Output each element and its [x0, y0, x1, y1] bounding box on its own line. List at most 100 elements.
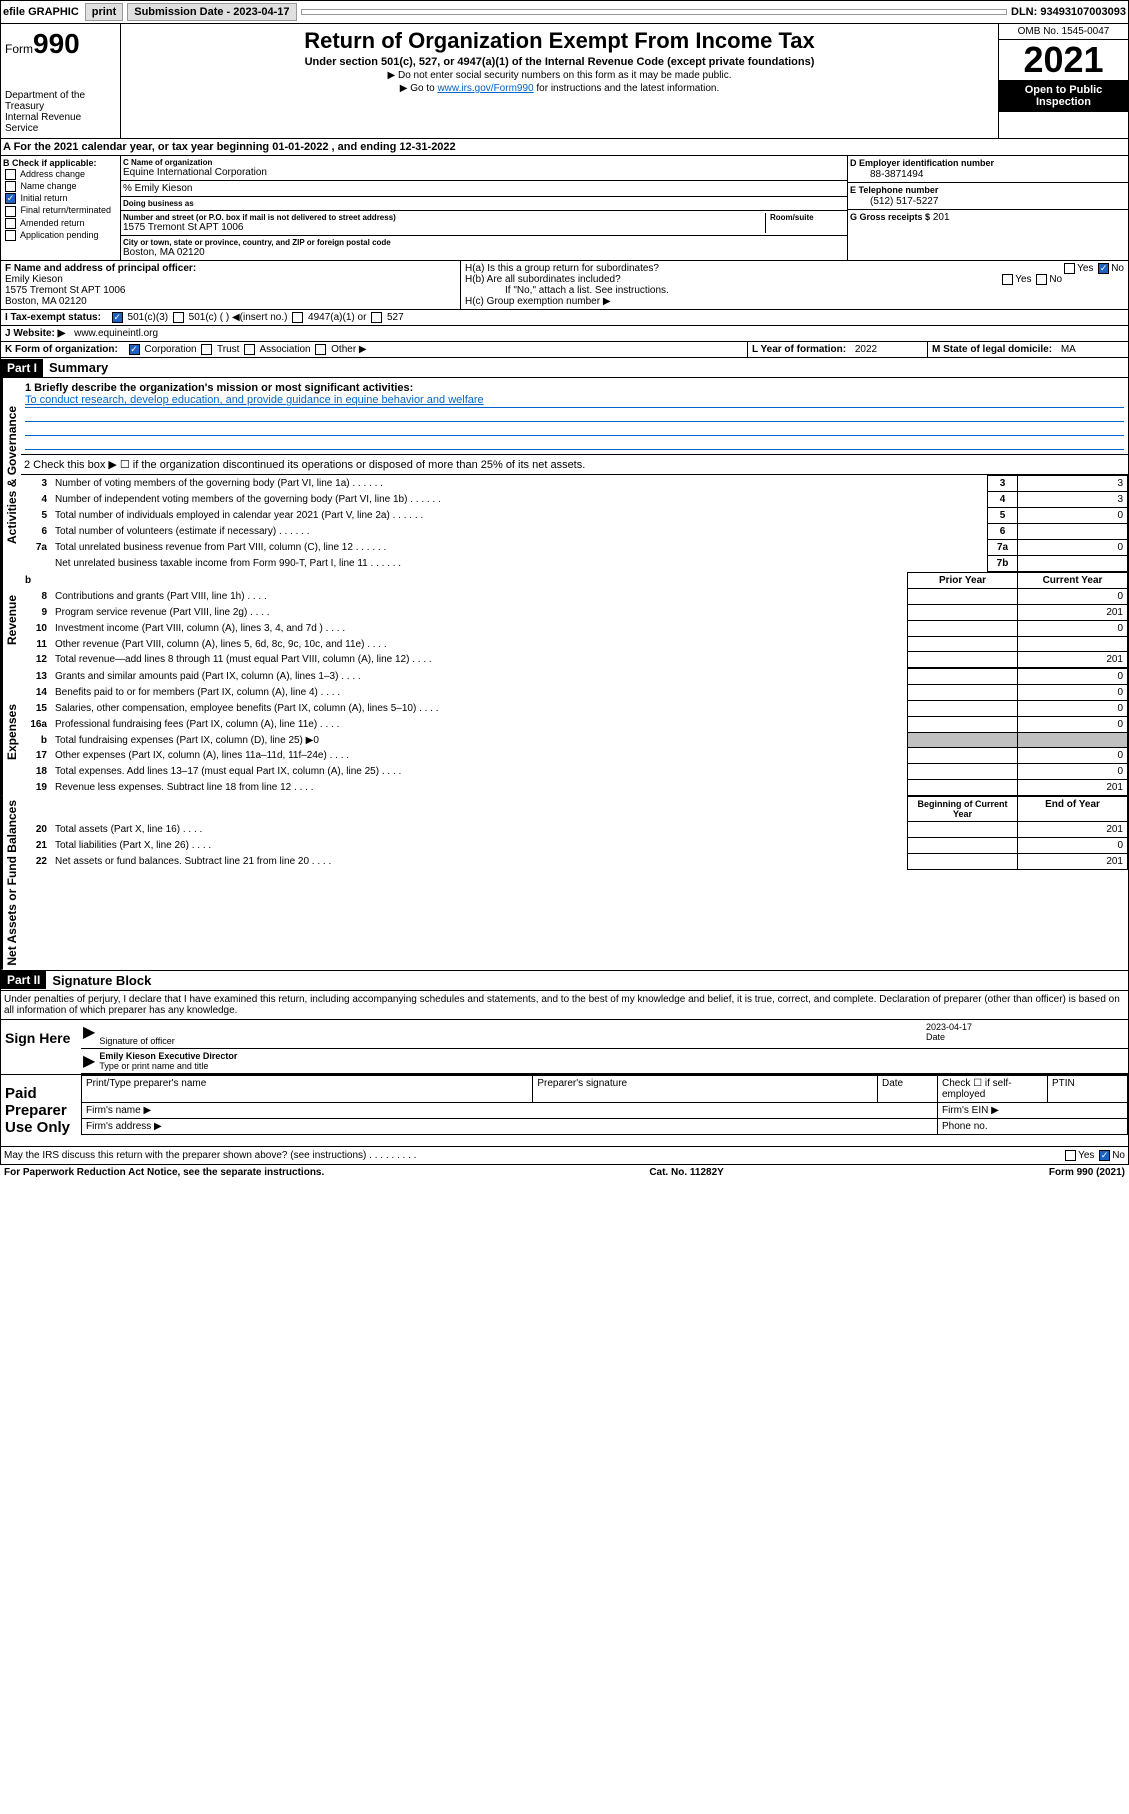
501c3-checkbox[interactable]: ✓ [112, 312, 123, 323]
trust-checkbox[interactable] [201, 344, 212, 355]
paid-preparer-label: Paid Preparer Use Only [1, 1075, 81, 1146]
netassets-section: Net Assets or Fund Balances Beginning of… [0, 796, 1129, 971]
dln-label: DLN: 93493107003093 [1011, 6, 1126, 18]
b-option-4[interactable]: Amended return [3, 218, 118, 229]
governance-table: 3Number of voting members of the governi… [21, 475, 1128, 572]
street-label: Number and street (or P.O. box if mail i… [123, 213, 765, 222]
street: 1575 Tremont St APT 1006 [123, 222, 243, 233]
firm-addr: Firm's address ▶ [82, 1118, 938, 1134]
m-label: M State of legal domicile: [932, 344, 1052, 355]
form-990-number: 990 [33, 28, 80, 59]
hb-yes-checkbox[interactable] [1002, 274, 1013, 285]
paid-preparer-block: Paid Preparer Use Only Print/Type prepar… [0, 1075, 1129, 1147]
f-label: F Name and address of principal officer: [5, 263, 196, 274]
discuss-no-checkbox[interactable]: ✓ [1099, 1150, 1110, 1161]
revenue-section: Revenue bPrior YearCurrent Year8Contribu… [0, 572, 1129, 668]
firm-name: Firm's name ▶ [82, 1102, 938, 1118]
prep-date-col: Date [878, 1075, 938, 1102]
i-label: I Tax-exempt status: [5, 312, 101, 323]
4947-checkbox[interactable] [292, 312, 303, 323]
officer-name-title: Emily Kieson Executive Director [99, 1051, 237, 1061]
arrow-icon: ▶ [83, 1022, 95, 1046]
print-button[interactable]: print [85, 3, 123, 21]
b-option-2[interactable]: ✓ Initial return [3, 193, 118, 204]
table-row: 8Contributions and grants (Part VIII, li… [21, 589, 1128, 605]
b-option-5[interactable]: Application pending [3, 230, 118, 241]
dba-label: Doing business as [123, 199, 845, 208]
b-option-1[interactable]: Name change [3, 181, 118, 192]
gross-receipts: 201 [933, 212, 950, 223]
website-value: www.equineintl.org [74, 328, 158, 339]
ha-no-checkbox[interactable]: ✓ [1098, 263, 1109, 274]
section-bcde-row: B Check if applicable: Address change Na… [0, 156, 1129, 261]
section-b: B Check if applicable: Address change Na… [1, 156, 121, 260]
part2-header-row: Part II Signature Block [0, 971, 1129, 991]
tax-period-row: A For the 2021 calendar year, or tax yea… [0, 139, 1129, 156]
submission-date-button[interactable]: Submission Date - 2023-04-17 [127, 3, 296, 21]
j-label: J Website: ▶ [5, 328, 65, 339]
revenue-side-label: Revenue [1, 572, 21, 668]
part2-header: Part II [1, 971, 46, 989]
section-k: K Form of organization: ✓ Corporation Tr… [1, 342, 748, 357]
ha-yes-checkbox[interactable] [1064, 263, 1075, 274]
expenses-section: Expenses 13Grants and similar amounts pa… [0, 668, 1129, 796]
hc-label: H(c) Group exemption number ▶ [465, 296, 1124, 307]
d-label: D Employer identification number [850, 158, 994, 168]
state-domicile: MA [1061, 344, 1076, 355]
note-link: ▶ Go to www.irs.gov/Form990 for instruct… [125, 83, 994, 94]
501c-checkbox[interactable] [173, 312, 184, 323]
date-label: Date [926, 1032, 945, 1042]
form-title: Return of Organization Exempt From Incom… [125, 28, 994, 54]
period-end: 12-31-2022 [399, 141, 455, 153]
sig-officer-label: Signature of officer [99, 1036, 174, 1046]
assoc-checkbox[interactable] [244, 344, 255, 355]
room-label: Room/suite [770, 213, 845, 222]
year-formation: 2022 [855, 344, 877, 355]
expenses-side-label: Expenses [1, 668, 21, 796]
table-row: 21Total liabilities (Part X, line 26) . … [21, 838, 1128, 854]
table-row: 14Benefits paid to or for members (Part … [21, 685, 1128, 701]
dept-label: Department of the Treasury Internal Reve… [5, 90, 116, 134]
prep-sig-col: Preparer's signature [533, 1075, 878, 1102]
section-klm-row: K Form of organization: ✓ Corporation Tr… [0, 342, 1129, 358]
ein-value: 88-3871494 [870, 169, 923, 180]
city-label: City or town, state or province, country… [123, 238, 845, 247]
cat-number: Cat. No. 11282Y [649, 1167, 723, 1178]
form-subtitle: Under section 501(c), 527, or 4947(a)(1)… [125, 56, 994, 68]
section-i: I Tax-exempt status: ✓ 501(c)(3) 501(c) … [1, 310, 1128, 325]
form-header: Form990 Department of the Treasury Inter… [0, 24, 1129, 139]
table-row: 10Investment income (Part VIII, column (… [21, 621, 1128, 637]
sig-date: 2023-04-17 [926, 1022, 972, 1032]
header-center: Return of Organization Exempt From Incom… [121, 24, 998, 138]
l-label: L Year of formation: [752, 344, 846, 355]
section-b-label: B Check if applicable: [3, 158, 118, 168]
e-label: E Telephone number [850, 185, 938, 195]
opt-corp: Corporation [144, 344, 196, 355]
corp-checkbox[interactable]: ✓ [129, 344, 140, 355]
discuss-row: May the IRS discuss this return with the… [0, 1147, 1129, 1165]
k-label: K Form of organization: [5, 344, 118, 355]
discuss-yes-checkbox[interactable] [1065, 1150, 1076, 1161]
period-begin: 01-01-2022 [272, 141, 328, 153]
hb-note: If "No," attach a list. See instructions… [505, 285, 1124, 296]
hb-no-checkbox[interactable] [1036, 274, 1047, 285]
note-ssn: ▶ Do not enter social security numbers o… [125, 70, 994, 81]
table-row: 15Salaries, other compensation, employee… [21, 701, 1128, 717]
b-option-0[interactable]: Address change [3, 169, 118, 180]
irs-link[interactable]: www.irs.gov/Form990 [437, 83, 533, 94]
527-checkbox[interactable] [371, 312, 382, 323]
footer-row: For Paperwork Reduction Act Notice, see … [0, 1165, 1129, 1180]
section-f: F Name and address of principal officer:… [1, 261, 461, 309]
part1-header: Part I [1, 359, 43, 377]
header-left: Form990 Department of the Treasury Inter… [1, 24, 121, 138]
preparer-table: Print/Type preparer's namePreparer's sig… [81, 1075, 1128, 1135]
table-row: 7aTotal unrelated business revenue from … [21, 540, 1128, 556]
form-number: Form990 [5, 28, 116, 60]
table-row: 20Total assets (Part X, line 16) . . . .… [21, 822, 1128, 838]
open-public-badge: Open to Public Inspection [999, 80, 1128, 112]
other-checkbox[interactable] [315, 344, 326, 355]
section-h: H(a) Is this a group return for subordin… [461, 261, 1128, 309]
table-row: 16aProfessional fundraising fees (Part I… [21, 717, 1128, 733]
b-option-3[interactable]: Final return/terminated [3, 205, 118, 216]
activities-section: Activities & Governance 1 Briefly descri… [0, 378, 1129, 572]
